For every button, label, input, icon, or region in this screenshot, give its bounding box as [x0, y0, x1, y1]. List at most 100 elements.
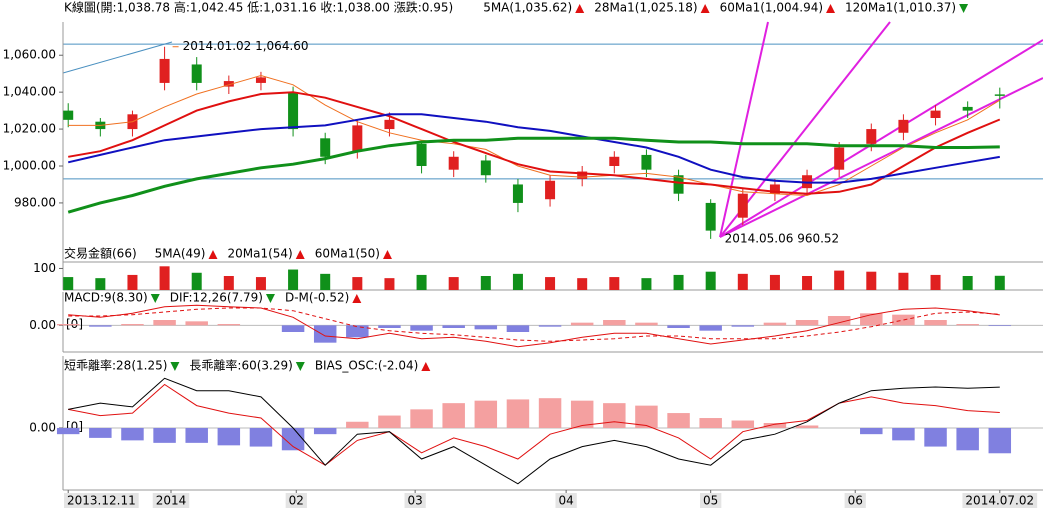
histogram-bar: [956, 427, 979, 451]
histogram-bar: [185, 427, 208, 443]
histogram-bar: [378, 415, 401, 428]
histogram-bar: [313, 427, 337, 435]
legend-label: DIF:12,26(7.79): [170, 291, 263, 305]
histogram-bar: [763, 322, 787, 326]
y-tick-label: 0.00: [29, 318, 56, 332]
series-line: [68, 383, 1000, 466]
histogram-bar: [924, 320, 947, 326]
histogram-bar: [281, 427, 305, 451]
histogram-bar: [924, 427, 947, 447]
fan-line: [719, 39, 1043, 238]
histogram-bar: [538, 325, 562, 327]
candle-body: [930, 110, 941, 118]
volume-bar: [512, 273, 523, 290]
histogram-bar: [89, 325, 112, 327]
histogram-bar: [121, 427, 144, 441]
legend-label: 長乖離率:60(3.29): [189, 358, 292, 373]
x-tick-label: 2014.07.02: [965, 494, 1034, 508]
candle-body: [769, 184, 780, 194]
x-tick-label: 03: [408, 494, 423, 508]
series-line: [68, 307, 1000, 342]
candle-body: [962, 106, 973, 111]
histogram-bar: [667, 413, 690, 428]
histogram-bar: [442, 403, 465, 428]
histogram-bar: [667, 325, 690, 328]
histogram-bar: [763, 423, 787, 428]
candle-body: [641, 154, 652, 170]
histogram-bar: [570, 400, 594, 428]
fan-line: [719, 21, 769, 238]
histogram-bar: [699, 418, 722, 428]
candle-body: [223, 81, 234, 87]
trend-down-arrow: [265, 294, 275, 303]
legend-label: BIAS_OSC:(-2.04): [315, 359, 419, 373]
histogram-bar: [378, 325, 401, 328]
candle-body: [159, 58, 170, 83]
candle-body: [545, 180, 556, 200]
volume-bar: [448, 277, 459, 290]
volume-bar: [320, 273, 331, 290]
x-tick-label: 06: [848, 494, 863, 508]
x-tick-label: 02: [289, 494, 304, 508]
histogram-bar: [474, 325, 498, 330]
volume-bar: [577, 278, 588, 290]
trend-up-arrow: [382, 250, 392, 259]
trend-up-arrow: [826, 4, 836, 13]
candle-body: [191, 64, 202, 83]
histogram-bar: [56, 427, 80, 435]
trend-down-arrow: [170, 362, 180, 371]
candle-body: [898, 119, 909, 133]
zero-label: [0]: [66, 317, 83, 331]
volume-bar: [545, 277, 556, 290]
candle-body: [866, 129, 877, 144]
histogram-bar: [153, 320, 176, 326]
histogram-bar: [506, 399, 530, 428]
x-tick-label: 05: [703, 494, 718, 508]
volume-bar: [191, 272, 202, 290]
series-line: [67, 136, 1000, 214]
x-tick-box: [555, 493, 577, 508]
volume-bar: [898, 272, 909, 290]
trend-up-arrow: [700, 4, 710, 13]
volume-bar: [737, 273, 748, 290]
histogram-bar: [827, 316, 851, 326]
trend-up-arrow: [295, 250, 305, 259]
volume-bar: [802, 276, 813, 290]
candle-body: [255, 77, 266, 83]
histogram-bar: [346, 325, 369, 338]
volume-bar: [384, 278, 395, 290]
legend-label: 5MA(49): [155, 247, 206, 261]
histogram-bar: [313, 325, 337, 343]
legend-label: 60Ma1(1,004.94): [720, 1, 823, 15]
candle-body: [480, 160, 491, 176]
volume-bar: [255, 277, 266, 290]
y-tick-label: 1,020.00: [3, 122, 56, 136]
series-line: [67, 113, 1000, 184]
trend-down-arrow: [959, 4, 969, 13]
candle-body: [384, 119, 395, 130]
x-tick-box: [64, 493, 139, 508]
histogram-bar: [249, 427, 273, 447]
histogram-bar: [699, 325, 722, 331]
y-tick-label: 1,060.00: [3, 48, 56, 62]
series-line: [68, 377, 1000, 485]
histogram-bar: [795, 320, 819, 326]
volume-bar: [834, 270, 845, 290]
legend-label: 20Ma1(54): [227, 247, 292, 261]
histogram-bar: [795, 425, 819, 428]
trend-down-arrow: [150, 294, 160, 303]
histogram-bar: [635, 405, 658, 428]
y-tick-label: 1,040.00: [3, 85, 56, 99]
volume-bar: [63, 277, 74, 290]
volume-bar: [705, 271, 716, 290]
histogram-bar: [860, 427, 883, 435]
candle-body: [512, 184, 523, 203]
y-tick-label: 980.00: [14, 195, 56, 209]
legend-label: MACD:9(8.30): [64, 291, 148, 305]
histogram-bar: [281, 325, 305, 332]
annotation: 2014.01.02 1,064.60: [183, 39, 309, 53]
panel-title: K線圖(開:1,038.78 高:1,042.45 低:1,031.16 收:1…: [64, 0, 453, 15]
histogram-bar: [153, 427, 176, 443]
histogram-bar: [988, 427, 1012, 454]
